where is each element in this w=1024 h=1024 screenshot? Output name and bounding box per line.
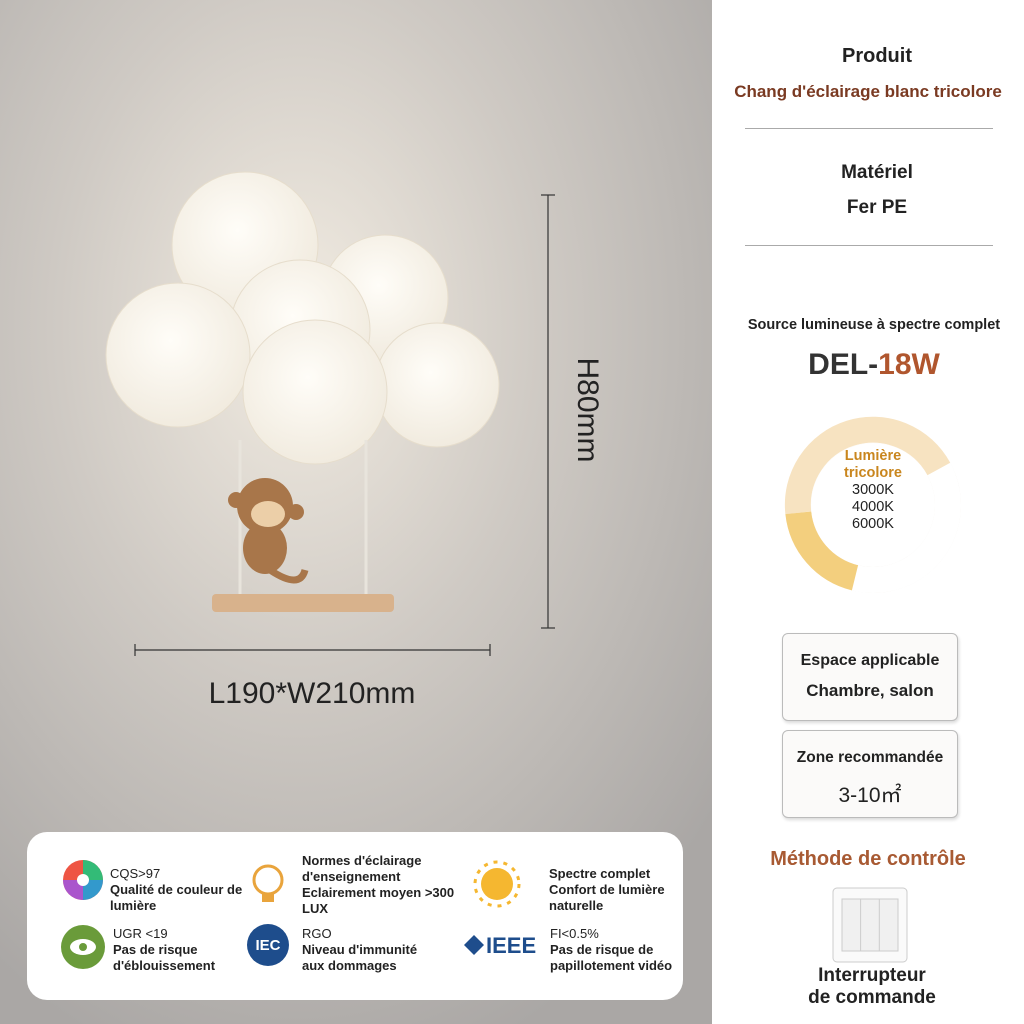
feature-line: papillotement vidéo (550, 958, 673, 973)
control-line: Interrupteur (818, 965, 926, 986)
feature-line: CQS>97 (110, 866, 161, 881)
monkey (228, 478, 309, 584)
product-label: Produit (842, 45, 912, 67)
feature: Spectre complet Confort de lumière naturel… (549, 866, 665, 914)
temperature-title: Lumière (844, 448, 902, 464)
source-type: DEL- (808, 348, 879, 381)
light-source-spec: DEL-18W (712, 348, 1024, 382)
feature-line: Normes d'éclairage (302, 853, 422, 868)
switch-icon (832, 887, 908, 963)
features-panel (27, 832, 683, 1000)
control-text: Interrupteur de commande (712, 965, 1024, 1009)
bulb-icon (252, 864, 284, 902)
space-label: Espace applicable (800, 652, 940, 669)
swing (212, 594, 394, 612)
control-title: Méthode de contrôle (770, 848, 966, 870)
height-dimension: H80mm (571, 357, 604, 462)
temperature-value: 4000K (852, 499, 894, 515)
cloud-lamp (105, 171, 500, 465)
product-value: Chang d'éclairage blanc tricolore (734, 82, 1002, 101)
feature: CQS>97 Qualité de couleur de lumière (110, 866, 242, 914)
feature-line: Qualité de couleur de (110, 882, 243, 897)
ieee-icon: IEEE (464, 933, 536, 958)
feature-line: d'éblouissement (113, 958, 216, 973)
width-dimension: L190*W210mm (209, 677, 416, 710)
feature-line: d'enseignement (302, 869, 401, 884)
feature-line: Eclairement moyen >300 (302, 885, 455, 900)
divider (745, 128, 993, 129)
sun-icon (473, 860, 521, 908)
feature: UGR <19 Pas de risque d'éblouissement (113, 926, 215, 974)
area-value: 3-10㎡ (838, 784, 902, 807)
feature-line: Pas de risque de (550, 942, 654, 957)
temperature-title: tricolore (843, 465, 902, 481)
feature-line: lumière (110, 898, 157, 913)
temperature-value: 3000K (852, 482, 894, 498)
feature-line: FI<0.5% (550, 926, 599, 941)
feature-line: RGO (302, 926, 332, 941)
segment (784, 416, 951, 515)
feature-line: Pas de risque (113, 942, 198, 957)
segment (785, 510, 859, 591)
feature: RGO Niveau d'immunité aux dommages (302, 926, 417, 974)
light-source-label: Source lumineuse à spectre complet (747, 317, 1001, 333)
feature: FI<0.5% Pas de risque de papillotement vid… (550, 926, 672, 974)
icon-text: IEEE (486, 933, 536, 958)
divider (745, 245, 993, 246)
area-label: Zone recommandée (796, 749, 944, 766)
space-box (782, 633, 958, 721)
feature-line: LUX (302, 901, 328, 916)
material-value: Fer PE (846, 197, 908, 218)
feature-line: naturelle (549, 898, 604, 913)
feature-line: UGR <19 (113, 926, 168, 941)
feature-line: Spectre complet (549, 866, 651, 881)
iec-icon: IEC (247, 924, 289, 966)
donut-hole (811, 443, 935, 567)
source-power: 18W (878, 348, 940, 381)
material-label: Matériel (841, 162, 913, 183)
eye-icon (61, 925, 105, 969)
feature-icons: IEC IEEE (61, 860, 536, 969)
feature-line: Niveau d'immunité (302, 942, 418, 957)
icon-text: IEC (255, 937, 280, 954)
area-box (782, 730, 958, 818)
dimension-lines (134, 194, 555, 656)
feature-line: Confort de lumière (549, 882, 665, 897)
temperature-text: Lumière tricolore 3000K 4000K 6000K (803, 448, 943, 533)
temperature-donut (784, 416, 961, 593)
color-wheel-icon (63, 860, 103, 900)
feature: Normes d'éclairage d'enseignement Eclairem… (302, 853, 454, 917)
temperature-value: 6000K (852, 516, 894, 532)
feature-line: aux dommages (302, 958, 397, 973)
space-value: Chambre, salon (806, 681, 934, 700)
control-line: de commande (808, 987, 936, 1008)
